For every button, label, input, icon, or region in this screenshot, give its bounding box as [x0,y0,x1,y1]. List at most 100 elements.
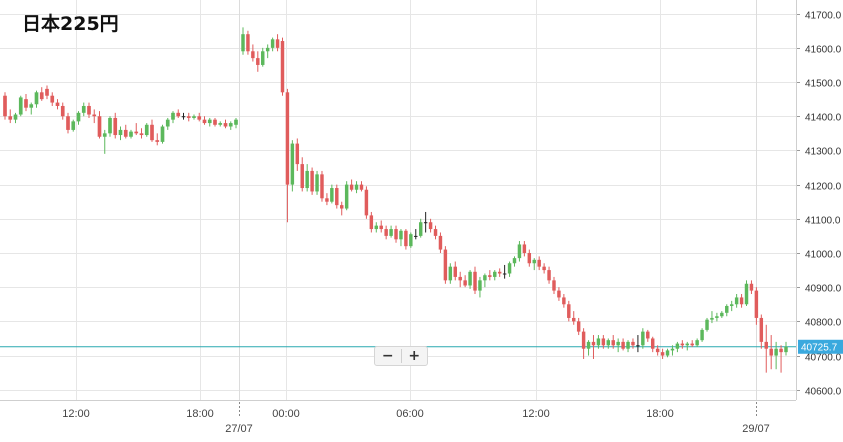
candle [275,34,280,52]
x-date-label: 29/07 [742,423,770,435]
candle-body [670,348,675,351]
candle [547,266,551,284]
candle [29,102,34,115]
candle [537,256,541,271]
candle [784,341,788,356]
candle-body [710,317,714,320]
candle-body [359,184,364,190]
candle-body [330,188,334,202]
candle-body [493,271,497,277]
candle-body [335,188,339,206]
candle-body [473,271,477,291]
candle-body [497,271,502,274]
candle-body [123,129,128,137]
candle-body [354,184,359,190]
candle-body [234,119,238,125]
candle [92,109,97,124]
candle [155,133,160,146]
candle-body [325,198,329,202]
candle [646,329,650,342]
candle-body [369,215,374,230]
candle [715,312,719,322]
candle [34,90,39,108]
candle-body [108,117,112,134]
x-date-label: 27/07 [225,423,253,435]
candle-body [228,123,233,127]
candle [586,340,591,356]
candle [45,85,49,100]
candle [295,138,300,171]
candle [695,338,699,348]
candle-body [305,170,309,189]
candle-body [547,270,551,281]
candle-body [517,244,522,259]
candle-body [285,92,290,185]
candle-body [646,331,650,339]
candle-body [315,174,319,192]
candle [24,94,28,112]
candle [76,111,81,125]
candle-body [537,259,541,267]
candle [325,193,329,206]
candle [433,225,438,240]
candle [354,181,359,194]
candle-body [71,121,76,130]
candle-body [611,340,615,346]
candle-body [186,116,191,118]
candle [517,241,522,262]
candle-body [739,297,744,305]
candle [218,121,223,127]
y-tick-label: 40800.0 [805,318,842,329]
candle [265,44,270,59]
candle [700,328,704,342]
candle-body [394,229,398,240]
candle [438,232,443,253]
candle [13,112,18,124]
candle-body [463,280,467,286]
candle-body [616,341,620,346]
candle [483,273,487,288]
candle [290,140,295,192]
candle-body [764,341,768,349]
candle [710,311,714,324]
candle-body [97,116,102,137]
candle-body [171,112,175,120]
candle-body [399,230,403,240]
zoom-in-button[interactable]: + [408,348,421,364]
candle-body [87,105,91,115]
zoom-out-button[interactable]: − [381,348,394,364]
candle [512,256,517,267]
candle-body [265,47,270,52]
candle-body [606,340,611,346]
y-tick-label: 41500.0 [805,79,842,90]
candle [228,121,233,130]
candle-body [24,99,28,108]
candle [463,275,467,288]
candle [552,276,556,295]
candle-body [621,341,625,349]
candle [60,102,65,120]
y-tick-label: 41100.0 [805,216,841,227]
candle [241,27,245,55]
candle-body [522,244,527,253]
candle-body [290,143,295,185]
candle-body [685,343,690,346]
candle-body [418,222,423,236]
candle-body [591,341,596,346]
candle [423,211,428,233]
candle [739,294,744,308]
candle [39,87,44,101]
candle [55,99,60,110]
candle-body [414,235,418,237]
y-tick-label: 41300.0 [805,147,842,158]
candle-body [586,341,591,349]
candle-body [720,312,724,317]
candle [129,129,133,139]
candle-body [384,229,388,236]
candle-body [8,116,13,120]
candle [8,109,13,124]
x-tick-label: 18:00 [646,408,674,420]
candle [139,128,144,139]
candle [779,345,783,373]
